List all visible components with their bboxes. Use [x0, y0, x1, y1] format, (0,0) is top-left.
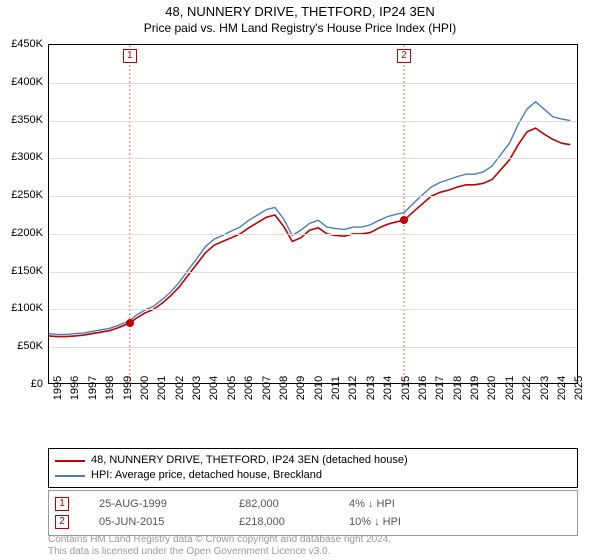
- xtick-label: 2011: [330, 376, 342, 400]
- xtick-label: 2013: [365, 376, 377, 400]
- xtick-label: 2009: [295, 376, 307, 400]
- xtick-label: 2007: [261, 376, 273, 400]
- xtick-label: 2024: [556, 376, 568, 400]
- xtick-label: 2019: [469, 376, 481, 400]
- sale-point: [126, 319, 134, 327]
- sale-date: 25-AUG-1999: [99, 498, 209, 510]
- legend-swatch: [55, 460, 85, 462]
- xtick-label: 2021: [504, 376, 516, 400]
- ytick-label: £0: [0, 378, 43, 390]
- plot-svg: [49, 45, 579, 385]
- sale-marker-1: 1: [123, 49, 137, 63]
- xtick-label: 2014: [382, 376, 394, 400]
- xtick-label: 2012: [347, 376, 359, 400]
- chart-container: 48, NUNNERY DRIVE, THETFORD, IP24 3EN Pr…: [0, 0, 600, 560]
- ytick-label: £100K: [0, 302, 43, 314]
- gridline: [49, 158, 577, 159]
- sale-price: £218,000: [239, 516, 319, 528]
- xtick-label: 2020: [486, 376, 498, 400]
- sale-price: £82,000: [239, 498, 319, 510]
- gridline: [49, 347, 577, 348]
- xtick-label: 2004: [208, 376, 220, 400]
- sale-marker-2: 2: [397, 49, 411, 63]
- xtick-label: 2002: [174, 376, 186, 400]
- ytick-label: £250K: [0, 189, 43, 201]
- xtick-label: 2022: [521, 376, 533, 400]
- xtick-label: 2010: [313, 376, 325, 400]
- legend-label: HPI: Average price, detached house, Brec…: [91, 468, 322, 483]
- ytick-label: £50K: [0, 340, 43, 352]
- xtick-label: 2017: [434, 376, 446, 400]
- gridline: [49, 234, 577, 235]
- attribution-line2: This data is licensed under the Open Gov…: [48, 546, 578, 558]
- ytick-label: £300K: [0, 151, 43, 163]
- ytick-label: £350K: [0, 114, 43, 126]
- gridline: [49, 121, 577, 122]
- legend-item: 48, NUNNERY DRIVE, THETFORD, IP24 3EN (d…: [55, 453, 571, 468]
- gridline: [49, 309, 577, 310]
- xtick-label: 2000: [139, 376, 151, 400]
- xtick-label: 2005: [226, 376, 238, 400]
- sale-row: 2 05-JUN-2015 £218,000 10% ↓ HPI: [55, 513, 571, 531]
- legend-item: HPI: Average price, detached house, Brec…: [55, 468, 571, 483]
- sale-pct: 10% ↓ HPI: [349, 516, 449, 528]
- xtick-label: 1997: [87, 376, 99, 400]
- sale-marker-box: 1: [55, 497, 69, 511]
- chart-subtitle: Price paid vs. HM Land Registry's House …: [0, 19, 600, 39]
- xtick-label: 2001: [156, 376, 168, 400]
- sale-date: 05-JUN-2015: [99, 516, 209, 528]
- gridline: [49, 272, 577, 273]
- attribution-text: Contains HM Land Registry data © Crown c…: [48, 534, 578, 558]
- gridline: [49, 196, 577, 197]
- sale-point: [400, 216, 408, 224]
- legend-swatch: [55, 475, 85, 477]
- ytick-label: £150K: [0, 265, 43, 277]
- sale-pct: 4% ↓ HPI: [349, 498, 449, 510]
- xtick-label: 1999: [122, 376, 134, 400]
- chart-title: 48, NUNNERY DRIVE, THETFORD, IP24 3EN: [0, 0, 600, 19]
- ytick-label: £450K: [0, 38, 43, 50]
- sale-row: 1 25-AUG-1999 £82,000 4% ↓ HPI: [55, 495, 571, 513]
- legend-label: 48, NUNNERY DRIVE, THETFORD, IP24 3EN (d…: [91, 453, 408, 468]
- xtick-label: 2025: [573, 376, 585, 400]
- sale-marker-box: 2: [55, 515, 69, 529]
- xtick-label: 2003: [191, 376, 203, 400]
- xtick-label: 1998: [104, 376, 116, 400]
- chart-area: 12 £0£50K£100K£150K£200K£250K£300K£350K£…: [48, 44, 578, 414]
- ytick-label: £200K: [0, 227, 43, 239]
- xtick-label: 1996: [69, 376, 81, 400]
- gridline: [49, 83, 577, 84]
- ytick-label: £400K: [0, 76, 43, 88]
- xtick-label: 2006: [243, 376, 255, 400]
- legend-box: 48, NUNNERY DRIVE, THETFORD, IP24 3EN (d…: [48, 448, 578, 488]
- sales-table: 1 25-AUG-1999 £82,000 4% ↓ HPI 2 05-JUN-2015 £…: [48, 490, 578, 536]
- xtick-label: 2016: [417, 376, 429, 400]
- xtick-label: 2018: [452, 376, 464, 400]
- xtick-label: 2015: [400, 376, 412, 400]
- xtick-label: 2023: [539, 376, 551, 400]
- xtick-label: 2008: [278, 376, 290, 400]
- plot-region: 12: [48, 44, 578, 384]
- attribution-line1: Contains HM Land Registry data © Crown c…: [48, 534, 578, 546]
- xtick-label: 1995: [52, 376, 64, 400]
